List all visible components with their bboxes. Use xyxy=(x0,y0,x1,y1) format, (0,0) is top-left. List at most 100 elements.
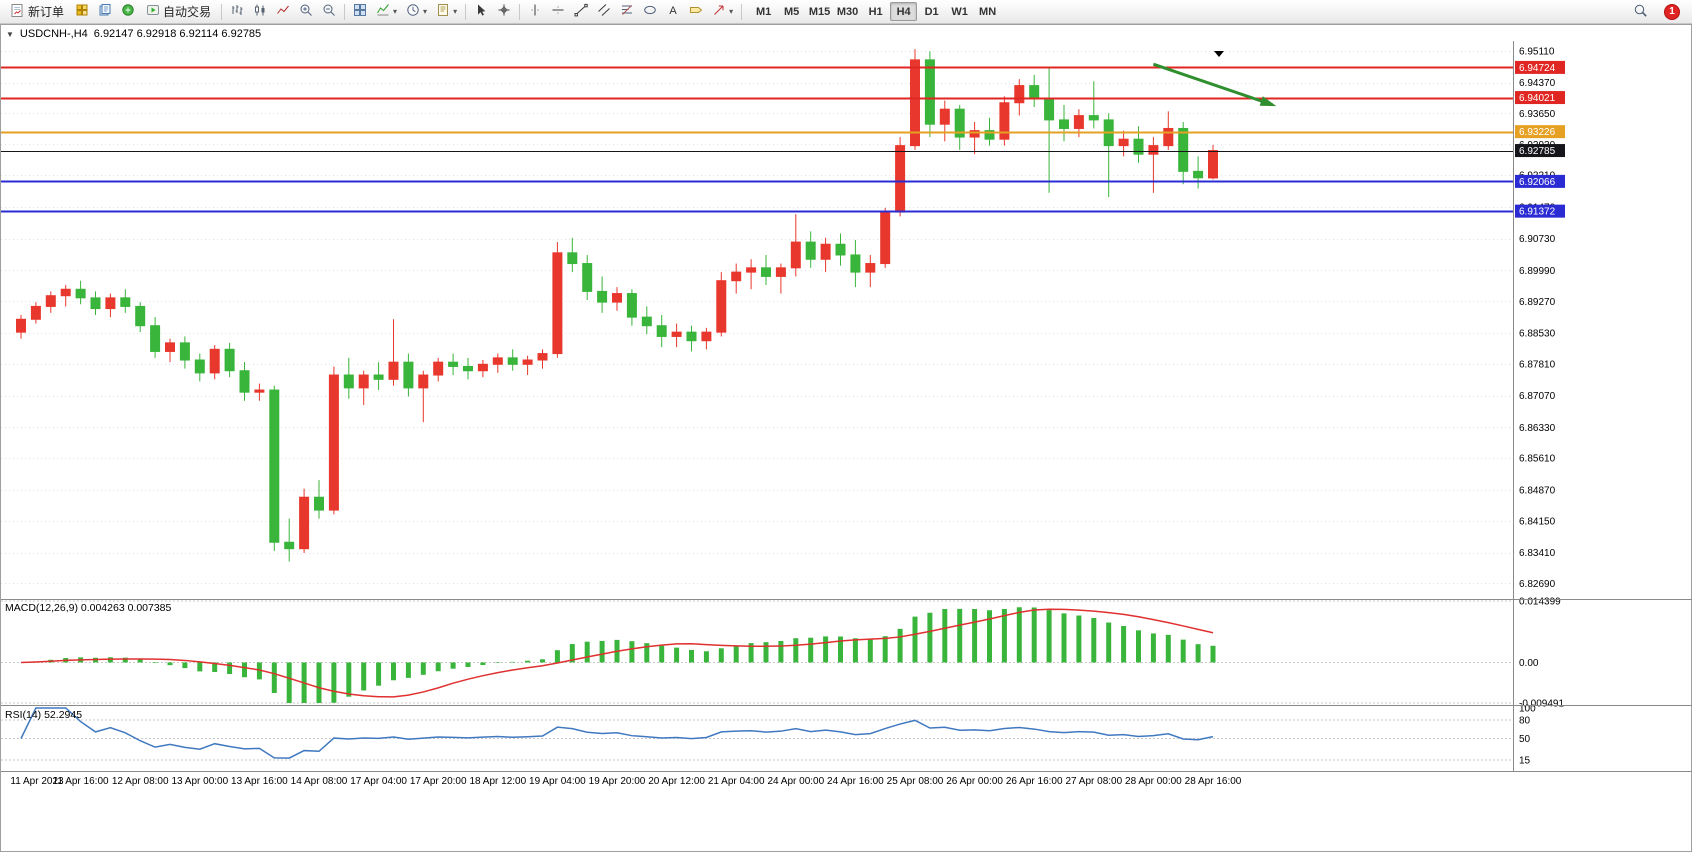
time-axis-label: 26 Apr 16:00 xyxy=(1006,776,1063,787)
rsi-axis-label: 50 xyxy=(1519,734,1531,745)
new-order-button[interactable]: 新订单 xyxy=(4,2,70,22)
timeframe-button-m30[interactable]: M30 xyxy=(834,2,861,21)
ohlc-values: 6.92147 6.92918 6.92114 6.92785 xyxy=(93,28,262,40)
price-axis-label: 6.89270 xyxy=(1519,297,1556,308)
time-axis-label: 17 Apr 04:00 xyxy=(350,776,407,787)
price-axis-label: 6.83410 xyxy=(1519,548,1556,559)
timeframe-button-mn[interactable]: MN xyxy=(974,2,1001,21)
svg-text:6.91372: 6.91372 xyxy=(1519,207,1556,218)
price-axis-label: 6.89990 xyxy=(1519,266,1556,277)
vertical-line-icon xyxy=(528,3,542,20)
timeframe-button-m5[interactable]: M5 xyxy=(778,2,805,21)
macd-axis-label: -0.009491 xyxy=(1519,698,1564,709)
time-axis-label: 11 Apr 2023 xyxy=(10,776,64,787)
horizontal-line-button[interactable] xyxy=(547,2,569,22)
crosshair-icon xyxy=(497,3,511,20)
autotrading-label: 自动交易 xyxy=(163,5,212,19)
search-button[interactable] xyxy=(1629,2,1652,22)
chevron-down-icon: ▾ xyxy=(393,6,398,16)
timeframe-button-d1[interactable]: D1 xyxy=(918,2,945,21)
time-axis-label: 14 Apr 08:00 xyxy=(291,776,348,787)
macd-label: MACD(12,26,9) 0.004263 0.007385 xyxy=(5,602,172,614)
time-axis-label: 11 Apr 16:00 xyxy=(53,776,109,787)
cursor-button[interactable] xyxy=(470,2,492,22)
shapes-button[interactable] xyxy=(639,2,661,22)
fibonacci-button[interactable] xyxy=(616,2,638,22)
line-chart-icon xyxy=(276,3,290,20)
trend-arrow[interactable] xyxy=(1152,62,1277,107)
panel-separators xyxy=(1,599,1692,772)
notification-badge[interactable]: 1 xyxy=(1664,3,1680,20)
toolbar-separator xyxy=(221,3,223,20)
autotrading-icon xyxy=(146,3,160,20)
chevron-down-icon: ▾ xyxy=(453,6,458,16)
text-button[interactable]: A xyxy=(662,2,684,22)
zoom-out-icon xyxy=(322,3,336,20)
chart-shift-marker[interactable] xyxy=(1214,51,1224,57)
time-axis-label: 13 Apr 00:00 xyxy=(171,776,228,787)
price-tag-6.94021[interactable]: 6.94021 xyxy=(1515,91,1565,105)
zoom-in-icon xyxy=(299,3,313,20)
tile-windows-icon xyxy=(353,3,367,20)
templates-button[interactable]: ▾ xyxy=(432,2,461,22)
time-axis-label: 17 Apr 20:00 xyxy=(410,776,467,787)
channel-icon xyxy=(597,3,611,20)
price-axis[interactable]: 6.951106.943706.936506.929306.922106.914… xyxy=(1513,41,1566,771)
navigator-icon xyxy=(121,3,135,20)
vertical-line-button[interactable] xyxy=(524,2,546,22)
bars-chart-icon xyxy=(230,3,244,20)
zoom-out-button[interactable] xyxy=(318,2,340,22)
rsi-axis-label: 100 xyxy=(1519,704,1536,715)
timeframe-button-m1[interactable]: M1 xyxy=(750,2,777,21)
time-axis-label: 12 Apr 08:00 xyxy=(112,776,169,787)
search-icon xyxy=(1633,3,1648,21)
macd-axis-label: 0.00 xyxy=(1519,658,1539,669)
price-axis-label: 6.95110 xyxy=(1519,46,1555,57)
timeframe-button-m15[interactable]: M15 xyxy=(806,2,833,21)
tile-windows-button[interactable] xyxy=(349,2,371,22)
rsi-line xyxy=(20,707,1214,759)
timeframe-button-h1[interactable]: H1 xyxy=(862,2,889,21)
trendline-button[interactable] xyxy=(570,2,592,22)
data-window-button[interactable] xyxy=(94,2,116,22)
market-watch-button[interactable] xyxy=(71,2,93,22)
toolbar-separator xyxy=(344,3,346,20)
timeframe-button-h4[interactable]: H4 xyxy=(890,2,918,21)
toolbar-separator xyxy=(465,3,467,20)
price-axis-label: 6.86330 xyxy=(1519,423,1556,434)
ellipse-shape-icon xyxy=(643,3,657,20)
arrow-tool-icon xyxy=(712,3,726,20)
collapse-icon[interactable]: ▼ xyxy=(6,29,14,39)
chart-canvas[interactable]: 6.951106.943706.936506.929306.922106.914… xyxy=(1,25,1692,852)
svg-text:A: A xyxy=(669,5,677,17)
autotrading-button[interactable]: 自动交易 xyxy=(140,2,217,22)
text-label-button[interactable] xyxy=(685,2,707,22)
market-watch-icon xyxy=(75,3,89,20)
price-tag-6.93226[interactable]: 6.93226 xyxy=(1515,125,1565,139)
horizontal-line-icon xyxy=(551,3,565,20)
arrow-tools-button[interactable]: ▾ xyxy=(708,2,737,22)
timeframe-button-w1[interactable]: W1 xyxy=(946,2,973,21)
price-tag-6.92066[interactable]: 6.92066 xyxy=(1515,174,1565,188)
time-axis-label: 21 Apr 04:00 xyxy=(708,776,765,787)
periods-button[interactable]: ▾ xyxy=(402,2,431,22)
zoom-in-button[interactable] xyxy=(295,2,317,22)
periods-icon xyxy=(406,3,420,20)
price-tag-6.94724[interactable]: 6.94724 xyxy=(1515,60,1565,74)
price-tag-6.91372[interactable]: 6.91372 xyxy=(1515,204,1565,218)
text-icon: A xyxy=(666,3,680,20)
crosshair-button[interactable] xyxy=(493,2,515,22)
time-axis-label: 20 Apr 12:00 xyxy=(648,776,705,787)
fibonacci-icon xyxy=(620,3,634,20)
navigator-button[interactable] xyxy=(117,2,139,22)
indicators-button[interactable]: ▾ xyxy=(372,2,401,22)
chevron-down-icon: ▾ xyxy=(423,6,428,16)
price-tag-6.92785[interactable]: 6.92785 xyxy=(1515,144,1565,158)
toolbar-right-group: 1 xyxy=(1629,2,1680,22)
line-chart-button[interactable] xyxy=(272,2,294,22)
channel-button[interactable] xyxy=(593,2,615,22)
time-axis-label: 13 Apr 16:00 xyxy=(231,776,288,787)
candles-chart-button[interactable] xyxy=(249,2,271,22)
bars-chart-button[interactable] xyxy=(226,2,248,22)
